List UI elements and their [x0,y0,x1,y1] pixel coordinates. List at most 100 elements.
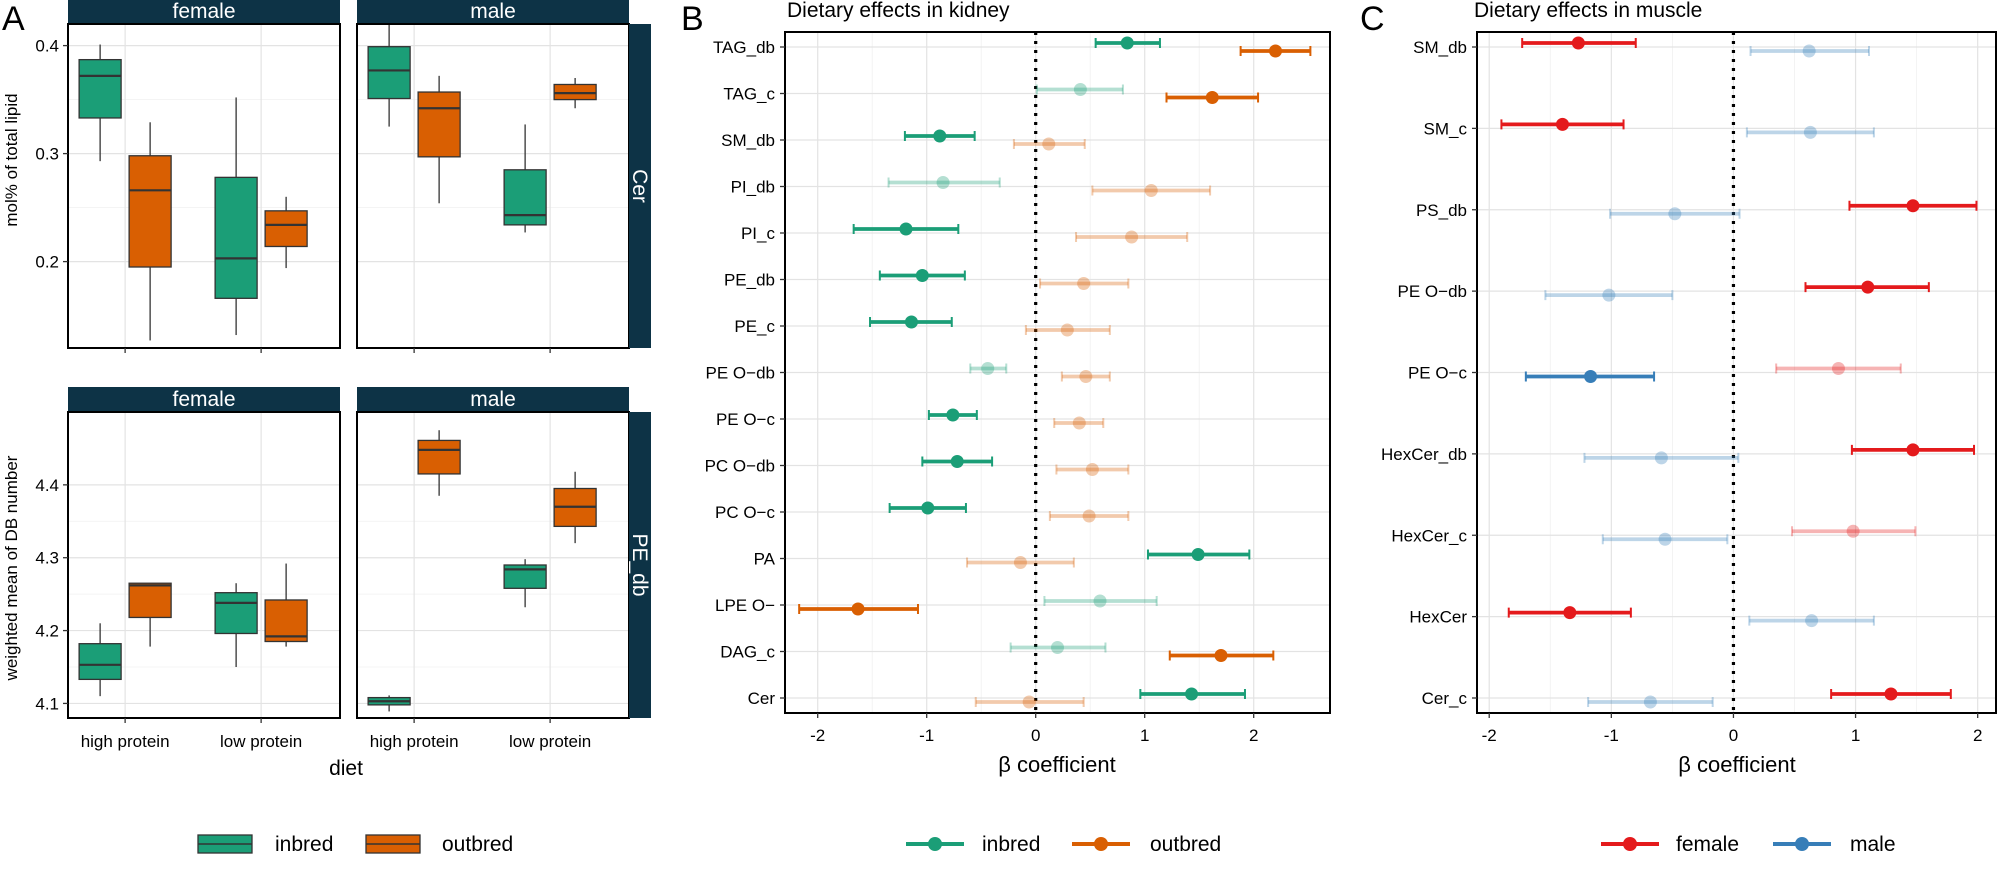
box-female-high-protein-inbred-row2 [78,643,122,681]
C-male-hexcer-point [1805,614,1819,628]
strip-right-row2 [629,412,651,718]
C-male-ps-db-point [1668,207,1682,221]
B-inbred-pc-o-db-point [950,455,964,468]
B-inbred-pe-o-db-point [981,362,995,375]
C-ytick-label-pe-o-c: PE O−c [1408,364,1468,383]
legend-b-outbred-dot [1094,837,1108,851]
box-male-low-protein-inbred-row2 [503,564,547,589]
C-ytick-label-hexcer-c: HexCer_c [1391,526,1467,545]
panel-c-forest: SM_db SM_c PS_db PE O−db PE O−c HexCer_db HexC… [1381,31,1997,745]
B-ytick-label-pe-o-db: PE O−db [706,364,775,383]
B-xtick-label-2: 0 [1031,726,1040,745]
C-ytick-label-sm-db: SM_db [1413,38,1467,57]
C-female-cer-c-point [1884,687,1898,701]
legend-b-outbred-label: outbred [1150,833,1221,856]
legend-c-male-dot [1795,837,1809,851]
box-female-low-protein-inbred-row1 [214,176,258,299]
panel-c-xlabel: β coefficient [1678,752,1795,777]
xtick-label-male-low-protein: low protein [509,732,591,751]
B-inbred-lpe-o-point [1093,594,1107,608]
B-outbred-dag-c-point [1214,649,1228,662]
C-female-sm-c-point [1555,117,1569,131]
B-ytick-label-tag-c: TAG_c [723,85,775,104]
C-xtick-label-2: 0 [1729,726,1738,745]
legend-a-outbred-label: outbred [442,833,513,856]
B-ytick-label-pe-o-c: PE O−c [716,410,776,429]
ytick-label-r1-0: 0.2 [35,253,59,272]
B-inbred-pe-c-point [904,315,918,329]
facet-frame-r1-f1 [67,23,341,349]
B-outbred-pa-point [1013,556,1027,569]
C-male-cer-c-point [1643,695,1657,709]
B-ytick-label-tag-db: TAG_db [713,38,775,57]
box-male-high-protein-outbred-row2 [417,439,461,475]
C-female-hexcer-point [1563,606,1577,620]
legend-c-male-label: male [1850,833,1896,856]
B-outbred-sm-db-point [1042,137,1056,151]
B-ytick-label-pi-db: PI_db [731,178,775,197]
panel-b-forest: TAG_db TAG_c SM_db PI_db PI_c PE_db PE_c PE O−d… [705,31,1331,745]
panel-a-row1-ylabel: mol% of total lipid [2,93,21,226]
panel-a-boxplots: female 0.2 0.3 0.4 male Cer female 4.1 4.2 4.3 4.4… [35,0,651,751]
box-female-high-protein-outbred-row1 [128,155,172,268]
B-inbred-sm-db-point [933,129,947,143]
C-male-sm-db-point [1802,44,1816,58]
C-female-ps-db-point [1906,199,1920,213]
C-male-hexcer-db-point [1654,451,1668,465]
B-ytick-label-pe-db: PE_db [724,271,775,290]
C-ytick-label-pe-o-db: PE O−db [1398,282,1467,301]
ytick-label-r2-0: 4.1 [35,694,59,713]
panel-a-row2-ylabel: weighted mean of DB number [2,455,21,681]
B-outbred-pe-o-c-point [1072,416,1086,430]
C-male-hexcer-c-point [1658,532,1672,546]
B-outbred-pe-db-point [1077,277,1091,290]
box-female-low-protein-inbred-row2 [214,592,258,635]
legend-c-female-label: female [1676,833,1739,856]
facet-bg-r2-f2 [357,412,629,718]
C-ytick-label-cer-c: Cer_c [1422,689,1468,708]
B-ytick-label-pc-o-c: PC O−c [715,503,775,522]
box-female-high-protein-inbred-row1 [78,58,122,119]
B-ytick-label-lpe-o: LPE O− [715,596,775,615]
facet-frame-r2-f1 [67,411,341,719]
box-female-low-protein-outbred-row1 [264,210,308,248]
C-male-sm-c-point [1803,125,1817,139]
B-outbred-pi-db-point [1144,184,1158,197]
xtick-label-female-low-protein: low protein [220,732,302,751]
ytick-label-r1-2: 0.4 [35,37,59,56]
C-male-pe-o-db-point [1602,288,1616,302]
B-outbred-pc-o-c-point [1082,509,1096,523]
B-inbred-pe-db-point [915,269,929,282]
box-female-high-protein-outbred-row2 [128,582,172,619]
strip-label-male-row1: male [470,0,516,23]
panel-a-letter: A [2,0,25,38]
B-ytick-label-pc-o-db: PC O−db [705,457,775,476]
B-outbred-pi-c-point [1125,230,1139,244]
panel-b-letter: B [681,0,704,38]
C-female-pe-o-db-point [1861,280,1875,294]
panel-b-title: Dietary effects in kidney [787,0,1010,22]
C-female-sm-db-point [1571,36,1585,50]
C-xtick-label-3: 1 [1851,726,1860,745]
C-female-hexcer-c-point [1846,524,1860,538]
strip-label-male-row2: male [470,388,516,411]
strip-right-row1 [629,24,651,348]
legend-b: inbred outbred [906,833,1221,856]
ytick-label-r2-1: 4.2 [35,622,59,641]
B-inbred-pc-o-c-point [921,501,935,515]
ytick-label-r2-3: 4.4 [35,476,59,495]
B-inbred-pi-c-point [899,222,913,236]
B-xtick-label-4: 2 [1249,726,1258,745]
C-female-pe-o-c-point [1831,362,1845,375]
B-ytick-label-pe-c: PE_c [734,317,775,336]
B-ytick-label-sm-db: SM_db [721,131,775,150]
B-inbred-pe-o-c-point [946,408,960,422]
strip-label-female-row2: female [172,388,235,411]
B-ytick-label-dag-c: DAG_c [720,643,775,662]
C-ytick-label-sm-c: SM_c [1424,119,1468,138]
panel-c-title: Dietary effects in muscle [1474,0,1702,22]
legend-b-inbred-dot [928,837,942,851]
legend-a: inbred outbred [197,833,513,856]
B-outbred-lpe-o-point [851,602,865,616]
B-inbred-pi-db-point [936,176,950,189]
